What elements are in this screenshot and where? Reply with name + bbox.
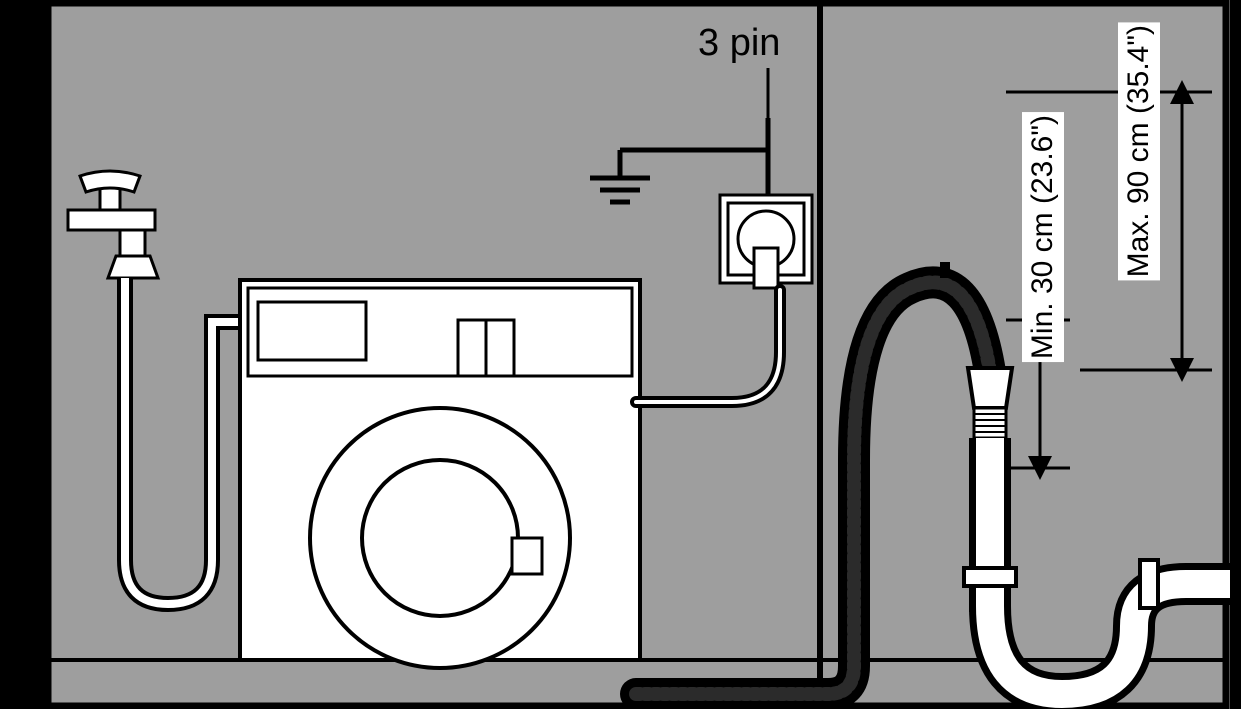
standpipe <box>964 368 1016 612</box>
program-dial <box>458 320 514 376</box>
washing-machine <box>240 280 640 668</box>
dispenser-drawer <box>258 302 366 360</box>
max-height-label: Max. 90 cm (35.4") <box>1118 22 1160 280</box>
door-glass <box>362 460 518 616</box>
plug-body <box>754 248 778 288</box>
diagram-stage: 3 pin Min. 30 cm (23.6") Max. 90 cm (35.… <box>0 0 1241 709</box>
hose-clip <box>940 262 950 278</box>
plug-type-label: 3 pin <box>692 22 786 64</box>
wall-socket <box>720 195 812 288</box>
outlet-collar <box>1140 560 1158 608</box>
door-handle <box>512 538 542 574</box>
min-height-label: Min. 30 cm (23.6") <box>1022 112 1064 362</box>
